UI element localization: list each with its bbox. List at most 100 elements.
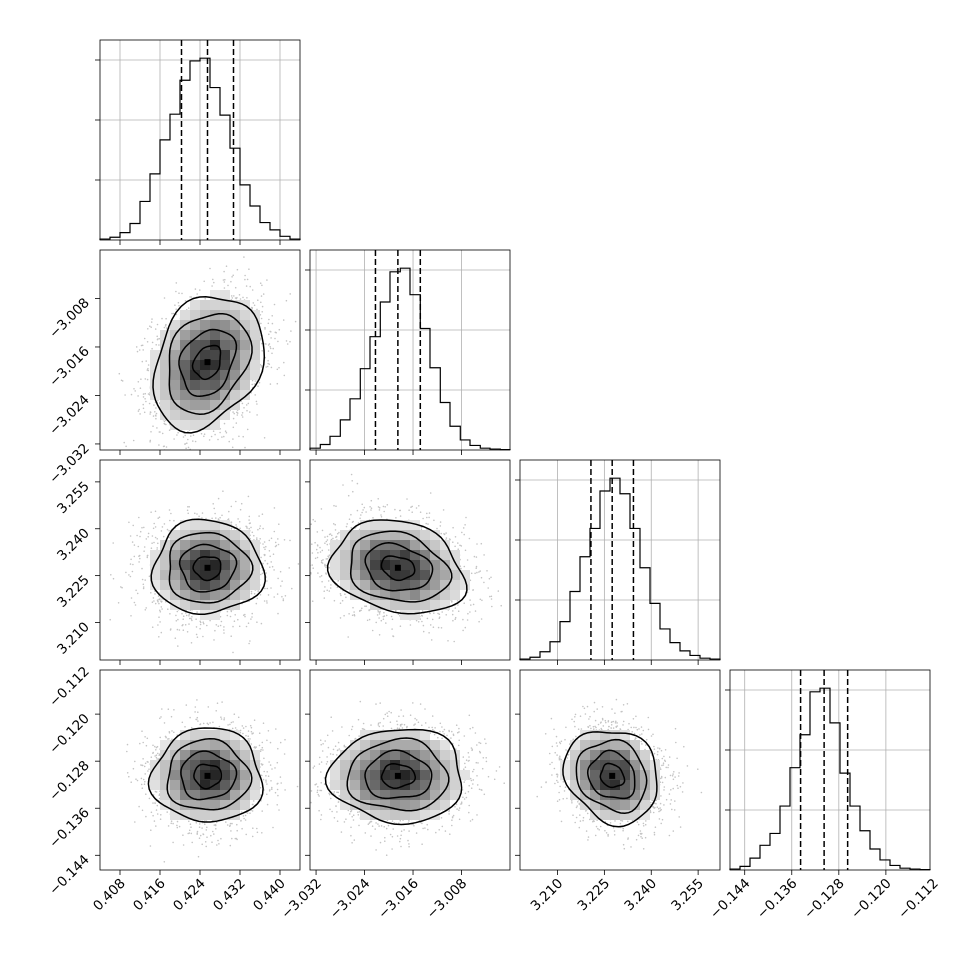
density-cell (440, 750, 450, 760)
density-cell (220, 410, 230, 420)
density-cell (400, 560, 410, 570)
density-cell (200, 740, 210, 750)
density-cell (430, 750, 440, 760)
density-cell (240, 350, 250, 360)
density-cell (360, 740, 370, 750)
density-cell (220, 740, 230, 750)
y-tick-label: 3.210 (54, 619, 93, 658)
panel-frame (309, 249, 511, 451)
histogram-bars (519, 477, 721, 660)
density-cell (630, 760, 640, 770)
density-cell (210, 350, 220, 360)
density-cell (160, 590, 170, 600)
density-cell (200, 350, 210, 360)
density-cell (380, 760, 390, 770)
density-cell (220, 560, 230, 570)
density-cell (410, 800, 420, 810)
density-cell (220, 290, 230, 300)
density-cell (340, 770, 350, 780)
density-cell (190, 560, 200, 570)
density-cell (410, 780, 420, 790)
density-cell (200, 600, 210, 610)
density-cell (250, 560, 260, 570)
density-cell (580, 740, 590, 750)
density-cell (220, 770, 230, 780)
density-cell (440, 790, 450, 800)
density-cell (240, 580, 250, 590)
density-cell (160, 770, 170, 780)
density-cell (450, 760, 460, 770)
density-cell (350, 750, 360, 760)
density-cell (170, 780, 180, 790)
density-cell (150, 770, 160, 780)
density-cell (250, 580, 260, 590)
density-cell (390, 550, 400, 560)
density-cell (150, 390, 160, 400)
density-cell (400, 790, 410, 800)
density-cell (380, 750, 390, 760)
x-tick-label: −0.120 (848, 876, 895, 923)
density-cell (210, 600, 220, 610)
density-cell (180, 520, 190, 530)
density-cell (450, 590, 460, 600)
density-cell (390, 760, 400, 770)
density-cell (600, 730, 610, 740)
density-cell (400, 550, 410, 560)
density-cell (190, 300, 200, 310)
density-cell (230, 300, 240, 310)
density-cell (170, 600, 180, 610)
density-cell (190, 750, 200, 760)
density-cell (440, 800, 450, 810)
density-cell (390, 740, 400, 750)
density-cell (440, 600, 450, 610)
scatter-panel-2-1 (305, 459, 511, 665)
density-cell (210, 360, 220, 370)
density-cell (420, 530, 430, 540)
x-tick-label: −0.128 (801, 876, 848, 923)
density-cell (250, 350, 260, 360)
density-cell (460, 770, 470, 780)
density-cell (590, 780, 600, 790)
density-cell (160, 380, 170, 390)
density-cell (240, 780, 250, 790)
x-tick-label: 3.240 (621, 876, 660, 915)
density-cell (620, 750, 630, 760)
contour-line (152, 296, 266, 434)
density-cell (620, 730, 630, 740)
density-cell (430, 600, 440, 610)
density-cell (400, 540, 410, 550)
density-cell (460, 580, 470, 590)
x-tick-label: 0.416 (130, 876, 169, 915)
density-cell (230, 770, 240, 780)
density-cell (180, 530, 190, 540)
density-cell (440, 550, 450, 560)
density-cell (450, 790, 460, 800)
density-cell (420, 570, 430, 580)
panel-frame (519, 669, 721, 871)
density-cell (640, 770, 650, 780)
density-cell (370, 530, 380, 540)
density-cell (610, 800, 620, 810)
density-cell (340, 540, 350, 550)
density-cell (170, 550, 180, 560)
density-cell (250, 340, 260, 350)
density-cell (170, 590, 180, 600)
density-cell (380, 560, 390, 570)
density-cell (610, 790, 620, 800)
contour-line (586, 749, 636, 800)
density-cell (440, 740, 450, 750)
density-cell (220, 310, 230, 320)
density-cell (190, 570, 200, 580)
density-cell (440, 540, 450, 550)
density-cell (240, 560, 250, 570)
contour-line (168, 312, 253, 416)
density-cell (200, 530, 210, 540)
density-cell (620, 740, 630, 750)
density-cell (450, 770, 460, 780)
density-cell (170, 760, 180, 770)
density-cell (200, 300, 210, 310)
density-cell (610, 740, 620, 750)
density-cell (200, 520, 210, 530)
density-cell (330, 780, 340, 790)
density-cell (240, 570, 250, 580)
